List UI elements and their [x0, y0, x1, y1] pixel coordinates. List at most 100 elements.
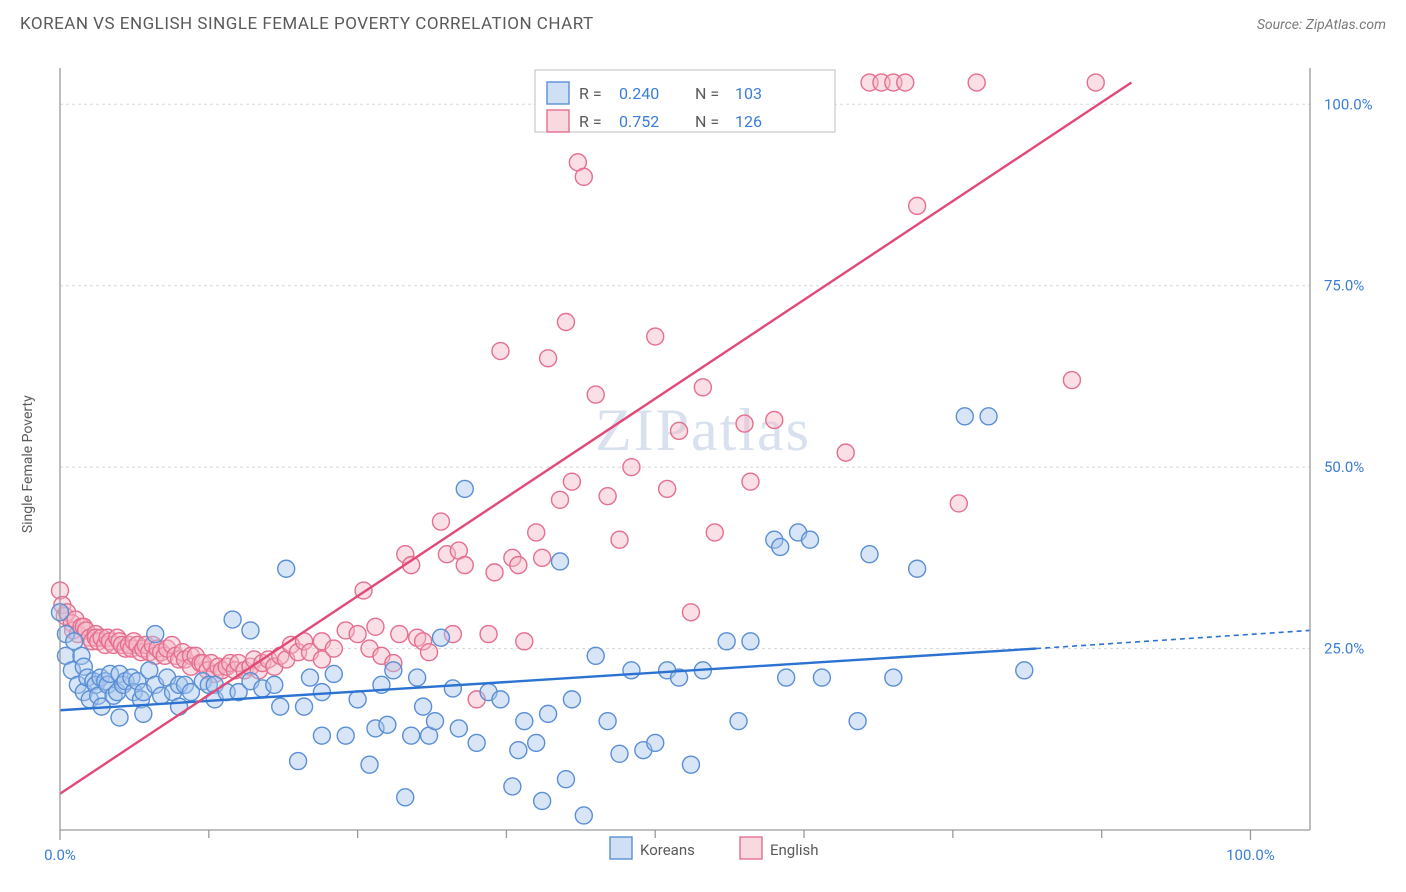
- data-point: [516, 713, 533, 730]
- data-point: [361, 756, 378, 773]
- data-point: [587, 386, 604, 403]
- data-point: [563, 691, 580, 708]
- data-point: [813, 669, 830, 686]
- legend-r-value: 0.240: [619, 84, 659, 103]
- data-point: [968, 74, 985, 91]
- y-tick-label: 25.0%: [1324, 640, 1364, 658]
- data-point: [599, 488, 616, 505]
- data-point: [510, 557, 527, 574]
- data-point: [468, 734, 485, 751]
- data-point: [706, 524, 723, 541]
- data-point: [391, 626, 408, 643]
- data-point: [480, 626, 497, 643]
- data-point: [659, 480, 676, 497]
- data-point: [563, 473, 580, 490]
- data-point: [611, 745, 628, 762]
- data-point: [504, 778, 521, 795]
- data-point: [647, 734, 664, 751]
- data-point: [575, 807, 592, 824]
- data-point: [682, 604, 699, 621]
- data-point: [147, 626, 164, 643]
- legend-r-label: R =: [579, 84, 602, 103]
- chart-plot-area: 25.0%50.0%75.0%100.0% ZIPatlas 0.0%100.0…: [10, 50, 1396, 882]
- data-point: [486, 564, 503, 581]
- data-point: [325, 640, 342, 657]
- data-point: [778, 669, 795, 686]
- legend-n-label: N =: [695, 112, 719, 131]
- data-point: [450, 720, 467, 737]
- data-point: [837, 444, 854, 461]
- data-point: [587, 647, 604, 664]
- data-point: [552, 491, 569, 508]
- data-point: [313, 727, 330, 744]
- data-point: [671, 422, 688, 439]
- bottom-legend-label: English: [770, 841, 819, 859]
- y-tick-label: 50.0%: [1324, 458, 1364, 476]
- data-point: [802, 531, 819, 548]
- data-point: [694, 379, 711, 396]
- data-point: [682, 756, 699, 773]
- data-point: [492, 343, 509, 360]
- bottom-legend-swatch: [740, 837, 762, 859]
- data-point: [313, 684, 330, 701]
- data-point: [575, 168, 592, 185]
- regression-extrapolation: [1036, 630, 1310, 648]
- x-tick-label: 100.0%: [1226, 846, 1275, 864]
- scatter-chart: 25.0%50.0%75.0%100.0% ZIPatlas 0.0%100.0…: [10, 50, 1396, 882]
- data-point: [623, 459, 640, 476]
- data-point: [742, 633, 759, 650]
- data-point: [135, 705, 152, 722]
- source-link[interactable]: ZipAtlas.com: [1306, 17, 1386, 33]
- data-point: [611, 531, 628, 548]
- data-point: [647, 328, 664, 345]
- data-point: [980, 408, 997, 425]
- data-point: [278, 560, 295, 577]
- y-tick-label: 100.0%: [1324, 95, 1373, 113]
- data-point: [534, 792, 551, 809]
- data-point: [492, 691, 509, 708]
- y-axis-label: Single Female Poverty: [20, 395, 36, 533]
- data-point: [599, 713, 616, 730]
- data-point: [1016, 662, 1033, 679]
- data-point: [456, 480, 473, 497]
- data-point: [718, 633, 735, 650]
- data-point: [427, 713, 444, 730]
- data-point: [849, 713, 866, 730]
- data-point: [557, 314, 574, 331]
- data-point: [1063, 372, 1080, 389]
- data-point: [950, 495, 967, 512]
- data-point: [403, 727, 420, 744]
- data-point: [337, 727, 354, 744]
- data-point: [349, 626, 366, 643]
- y-tick-label: 75.0%: [1324, 277, 1364, 295]
- data-point: [552, 553, 569, 570]
- regression-line: [60, 83, 1131, 794]
- legend-swatch: [547, 110, 569, 132]
- data-point: [909, 197, 926, 214]
- data-point: [242, 622, 259, 639]
- data-point: [415, 698, 432, 715]
- x-tick-label: 0.0%: [44, 846, 76, 864]
- data-point: [421, 644, 438, 661]
- legend-r-value: 0.752: [619, 112, 659, 131]
- data-point: [885, 669, 902, 686]
- data-point: [409, 669, 426, 686]
- data-point: [367, 618, 384, 635]
- data-point: [956, 408, 973, 425]
- data-point: [432, 513, 449, 530]
- data-point: [444, 680, 461, 697]
- source-prefix: Source:: [1257, 17, 1306, 33]
- data-point: [861, 546, 878, 563]
- data-point: [379, 716, 396, 733]
- data-point: [1087, 74, 1104, 91]
- legend-n-value: 103: [735, 84, 762, 103]
- data-point: [557, 771, 574, 788]
- data-point: [766, 411, 783, 428]
- chart-title: KOREAN VS ENGLISH SINGLE FEMALE POVERTY …: [20, 14, 594, 34]
- data-point: [290, 753, 307, 770]
- legend-n-label: N =: [695, 84, 719, 103]
- data-point: [272, 698, 289, 715]
- data-point: [730, 713, 747, 730]
- data-point: [266, 676, 283, 693]
- data-point: [623, 662, 640, 679]
